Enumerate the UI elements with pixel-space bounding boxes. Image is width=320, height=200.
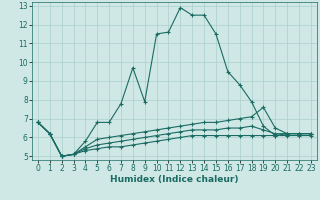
X-axis label: Humidex (Indice chaleur): Humidex (Indice chaleur) [110,175,239,184]
